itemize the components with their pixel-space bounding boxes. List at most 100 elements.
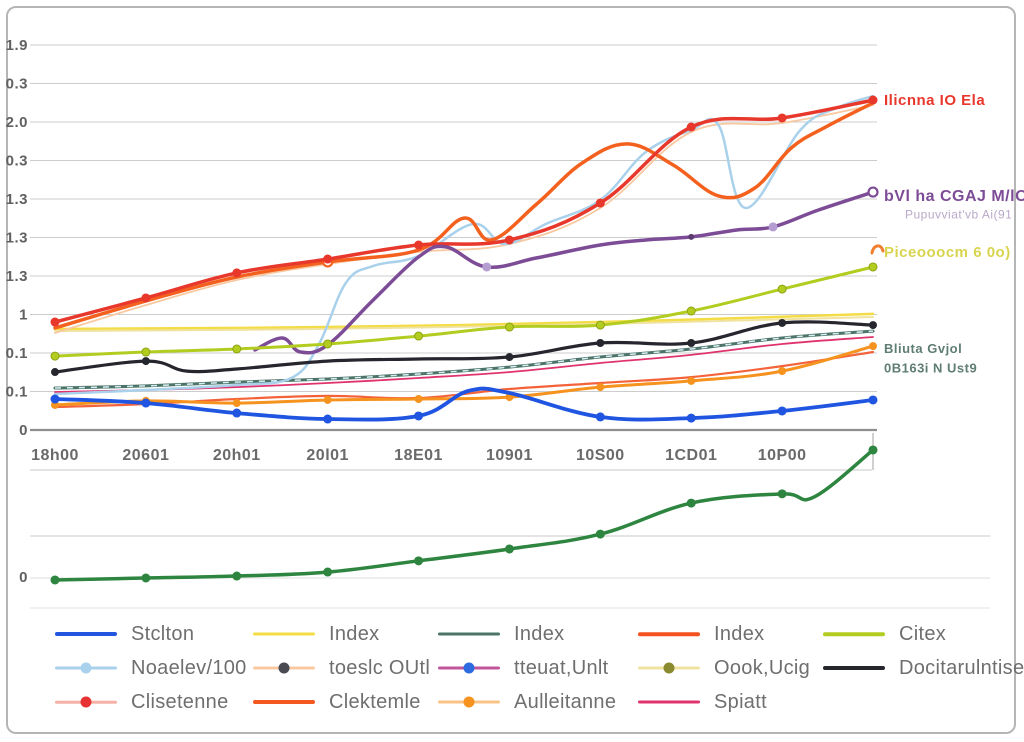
series-marker-citex xyxy=(323,339,333,349)
series-marker-green-secondary xyxy=(323,567,333,577)
series-marker-docitarulntise xyxy=(687,338,696,347)
series-marker-green-secondary xyxy=(232,571,242,581)
series-marker-aulleitanne xyxy=(869,342,878,351)
series-marker-citex xyxy=(232,344,242,354)
series-right-label: Pupuvviat'vb Ai(91 xyxy=(905,207,1012,221)
series-marker-aulleitanne xyxy=(596,383,605,392)
series-right-label: 0B163i N Ust9 xyxy=(884,360,977,375)
series-line-citex xyxy=(53,265,875,358)
series-right-label: Ilicnna IO Ela xyxy=(884,92,985,109)
series-marker-aulleitanne xyxy=(414,395,423,404)
series-line-tteuat-unlt xyxy=(253,190,875,355)
series-line-clektemle xyxy=(53,101,875,330)
x-tick-label: 10901 xyxy=(486,447,533,464)
series-marker-clisetenne xyxy=(323,254,333,264)
series-marker-stclton xyxy=(323,414,333,424)
y-tick-label: 1.3 xyxy=(6,268,28,285)
series-marker-green-secondary xyxy=(868,445,878,455)
series-marker-stclton xyxy=(777,406,787,416)
x-tick-label: 10P00 xyxy=(758,447,807,464)
series-marker-stclton xyxy=(232,408,242,418)
series-marker-clisetenne xyxy=(504,235,514,245)
y-tick-label: 2.0 xyxy=(6,114,28,131)
series-marker-aulleitanne xyxy=(778,367,787,376)
series-marker-tteuat-unlt xyxy=(688,233,695,240)
series-marker-clisetenne xyxy=(232,268,242,278)
series-marker-docitarulntise xyxy=(141,357,150,366)
y-tick-label: 0 xyxy=(19,422,28,439)
series-marker-stclton xyxy=(868,395,878,405)
secondary-zero-label: 0 xyxy=(19,569,28,586)
y-tick-label: 0.3 xyxy=(6,76,28,93)
y-tick-label: 1.9 xyxy=(6,37,28,54)
series-marker-green-secondary xyxy=(595,529,605,539)
series-marker-green-secondary xyxy=(414,556,424,566)
series-marker-citex xyxy=(777,284,787,294)
series-marker-citex xyxy=(686,306,696,316)
series-marker-green-secondary xyxy=(50,575,60,585)
series-right-label: Bliuta Gvjol xyxy=(884,341,962,356)
series-marker-aulleitanne xyxy=(323,395,332,404)
series-marker-citex xyxy=(504,322,514,332)
series-marker-docitarulntise xyxy=(51,368,59,377)
x-tick-label: 20601 xyxy=(122,447,169,464)
series-marker-green-secondary xyxy=(777,489,787,499)
series-marker-clisetenne xyxy=(777,113,787,123)
series-marker-docitarulntise xyxy=(869,321,878,330)
series-marker-tteuat-unlt xyxy=(768,222,778,232)
series-marker-green-secondary xyxy=(504,544,514,554)
series-marker-docitarulntise xyxy=(778,318,787,327)
x-tick-label: 10S00 xyxy=(576,447,625,464)
y-tick-label: 1.3 xyxy=(6,191,28,208)
series-line-overlay-index-teal xyxy=(54,330,874,389)
orange-curl-decoration xyxy=(870,244,885,255)
series-line-aulleitanne xyxy=(53,344,875,407)
series-marker-aulleitanne xyxy=(687,376,696,385)
series-marker-stclton xyxy=(141,398,151,408)
x-tick-label: 18h00 xyxy=(31,447,79,464)
series-marker-stclton xyxy=(686,413,696,423)
y-tick-label: 1 xyxy=(19,307,28,324)
series-line-clisetenne xyxy=(53,98,875,324)
x-tick-label: 20l01 xyxy=(306,447,349,464)
series-line-stclton xyxy=(53,386,875,422)
series-marker-docitarulntise xyxy=(505,353,514,362)
series-right-label: Piceooocm 6 0o) xyxy=(884,244,1011,261)
series-marker-citex xyxy=(595,320,605,330)
series-line-docitarulntise xyxy=(53,320,875,374)
series-line-noaelev-100 xyxy=(53,94,875,396)
x-tick-label: 18E01 xyxy=(394,447,443,464)
y-tick-label: 0.1 xyxy=(6,384,28,401)
series-marker-clisetenne xyxy=(595,198,605,208)
series-marker-stclton xyxy=(595,412,605,422)
series-line-index-yellow xyxy=(53,312,875,331)
series-marker-citex xyxy=(50,351,60,361)
series-marker-aulleitanne xyxy=(232,399,241,408)
series-marker-docitarulntise xyxy=(596,338,605,347)
y-tick-label: 0.1 xyxy=(6,345,28,362)
series-marker-green-secondary xyxy=(141,573,151,583)
series-marker-stclton xyxy=(414,411,424,421)
x-tick-label: 20h01 xyxy=(213,447,261,464)
y-tick-label: 0.3 xyxy=(6,153,28,170)
series-marker-clisetenne xyxy=(868,95,878,105)
series-marker-clisetenne xyxy=(686,122,696,132)
series-marker-tteuat-unlt xyxy=(482,262,492,272)
series-marker-stclton xyxy=(50,394,60,404)
figure-border xyxy=(6,6,1016,734)
series-marker-citex xyxy=(141,347,151,357)
series-marker-clisetenne xyxy=(50,317,60,327)
series-marker-green-secondary xyxy=(686,498,696,508)
series-line-toeslc-outl xyxy=(54,104,874,334)
series-marker-clisetenne xyxy=(414,240,424,250)
series-marker-citex xyxy=(414,331,424,341)
series-line-oook-ucig xyxy=(54,316,874,333)
x-tick-label: 1CD01 xyxy=(665,447,717,464)
y-tick-label: 1.3 xyxy=(6,230,28,247)
series-marker-clisetenne xyxy=(141,293,151,303)
series-marker-citex xyxy=(868,262,878,272)
series-marker-tteuat-unlt xyxy=(867,186,879,198)
series-right-label: bVl ha CGAJ M/lOl xyxy=(884,188,1024,205)
